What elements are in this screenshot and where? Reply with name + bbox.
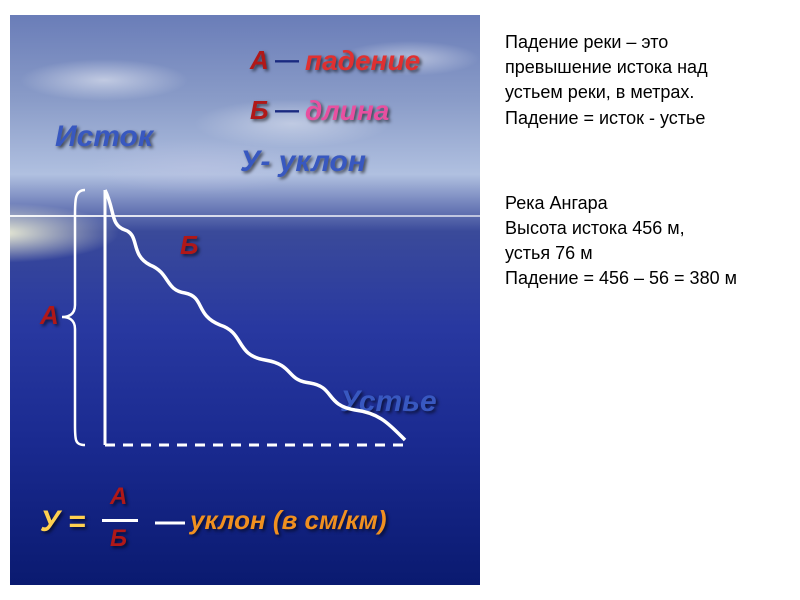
def-line: Падение реки – это (505, 30, 780, 55)
diagram-panel: А — падение Б — длина У- уклон Исток Уст… (10, 15, 480, 585)
def-line: превышение истока над (505, 55, 780, 80)
legend-a-dash: — (275, 47, 299, 75)
ex-line: Река Ангара (505, 191, 780, 216)
ex-line: устья 76 м (505, 241, 780, 266)
legend-b-letter: Б (250, 95, 268, 126)
formula-dash: — (155, 505, 185, 539)
definition-block: Падение реки – это превышение истока над… (505, 30, 780, 131)
def-line: Падение = исток - устье (505, 106, 780, 131)
text-panel: Падение реки – это превышение истока над… (480, 0, 800, 600)
formula-u: У (40, 505, 60, 539)
legend-u-text: У- уклон (240, 145, 366, 179)
mark-a: А (40, 300, 59, 331)
formula-b: Б (110, 525, 127, 553)
formula-eq: = (68, 505, 86, 539)
mark-b: Б (180, 230, 198, 261)
label-istok: Исток (55, 120, 153, 154)
def-line: устьем реки, в метрах. (505, 80, 780, 105)
label-ustje: Устье (340, 385, 437, 419)
legend-a-letter: А (250, 45, 269, 76)
ex-line: Высота истока 456 м, (505, 216, 780, 241)
sun-glow (10, 203, 120, 263)
formula-a: А (110, 483, 127, 511)
example-block: Река Ангара Высота истока 456 м, устья 7… (505, 191, 780, 292)
legend-b-word: длина (305, 95, 389, 127)
formula-fraction-line (102, 519, 138, 522)
ex-line: Падение = 456 – 56 = 380 м (505, 266, 780, 291)
formula-text: уклон (в см/км) (190, 505, 387, 536)
legend-b-dash: — (275, 97, 299, 125)
legend-a-word: падение (305, 45, 420, 77)
horizon-line (10, 215, 480, 217)
